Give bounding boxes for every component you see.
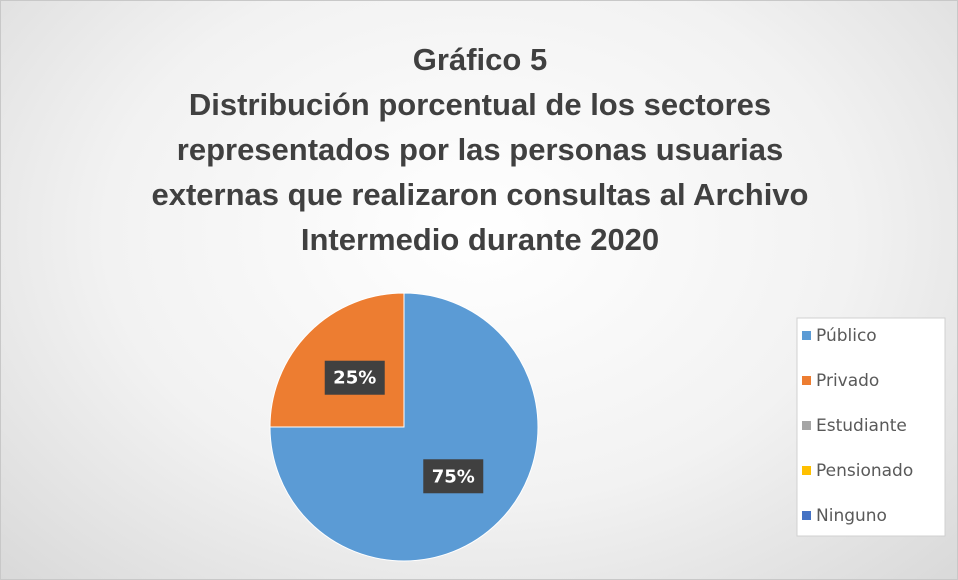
legend-swatch [802,466,811,475]
chart-subtitle: Distribución porcentual de los sectores … [151,87,809,257]
legend-label: Público [816,326,877,346]
legend-swatch [802,376,811,385]
data-label: 75% [432,466,475,487]
data-label: 25% [333,368,376,389]
legend-swatch [802,421,811,430]
legend-swatch [802,511,811,520]
legend-label: Privado [816,371,879,391]
data-label-box [324,360,385,395]
titles: Gráfico 5 Distribución porcentual de los… [110,38,850,262]
legend-label: Estudiante [816,416,907,436]
legend-label: Ninguno [816,506,887,526]
legend-label: Pensionado [816,461,913,481]
chart-title: Gráfico 5 [412,42,548,77]
pie-slice [269,292,405,428]
legend-swatch [802,331,811,340]
data-label-box [423,459,484,494]
legend-box [796,317,946,537]
